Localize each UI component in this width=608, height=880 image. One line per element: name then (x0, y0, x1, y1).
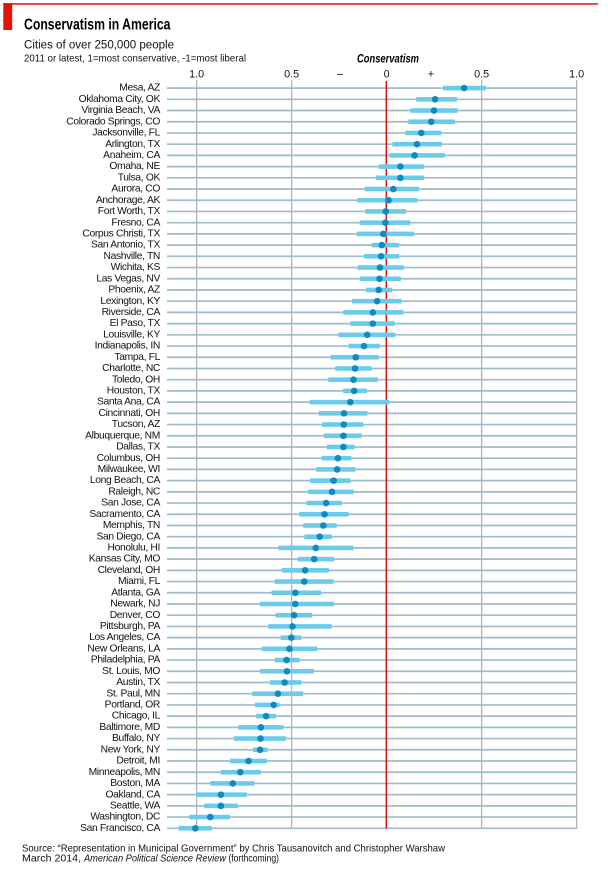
svg-text:Source: “Representation in Mun: Source: “Representation in Municipal Gov… (22, 844, 446, 855)
svg-text:Austin, TX: Austin, TX (116, 677, 160, 688)
svg-text:Santa Ana, CA: Santa Ana, CA (97, 397, 160, 408)
svg-text:Pittsburgh, PA: Pittsburgh, PA (100, 621, 161, 632)
svg-text:March 2014, American Political: March 2014, American Political Science R… (22, 853, 279, 864)
svg-text:Kansas City, MO: Kansas City, MO (89, 554, 161, 565)
svg-text:Omaha, NE: Omaha, NE (109, 161, 160, 172)
svg-text:Baltimore, MD: Baltimore, MD (99, 722, 160, 733)
svg-text:Memphis, TN: Memphis, TN (103, 520, 160, 531)
svg-text:Cleveland, OH: Cleveland, OH (98, 565, 160, 576)
svg-text:+: + (428, 69, 434, 81)
svg-text:Corpus Christi, TX: Corpus Christi, TX (82, 228, 160, 239)
svg-text:Fort Worth, TX: Fort Worth, TX (98, 206, 161, 217)
svg-text:Tulsa, OK: Tulsa, OK (118, 172, 161, 183)
svg-text:–: – (337, 69, 344, 81)
svg-text:Conservatism in America: Conservatism in America (24, 17, 171, 34)
svg-text:Detroit, MI: Detroit, MI (116, 756, 160, 767)
svg-text:Cincinnati, OH: Cincinnati, OH (99, 408, 160, 419)
svg-text:Fresno, CA: Fresno, CA (111, 217, 160, 228)
svg-text:2011 or latest, 1=most conserv: 2011 or latest, 1=most conservative, -1=… (24, 53, 246, 65)
svg-text:New Orleans, LA: New Orleans, LA (87, 643, 160, 654)
svg-text:Tampa, FL: Tampa, FL (115, 352, 161, 363)
svg-text:Los Angeles, CA: Los Angeles, CA (89, 632, 160, 643)
svg-text:Tucson, AZ: Tucson, AZ (112, 419, 160, 430)
svg-text:Colorado Springs, CO: Colorado Springs, CO (66, 116, 160, 127)
svg-text:Oakland, CA: Oakland, CA (105, 789, 160, 800)
svg-text:Atlanta, GA: Atlanta, GA (111, 587, 160, 598)
svg-text:Miami, FL: Miami, FL (118, 576, 161, 587)
svg-text:Minneapolis, MN: Minneapolis, MN (89, 767, 160, 778)
svg-text:0.5: 0.5 (474, 69, 489, 81)
svg-text:Portland, OR: Portland, OR (105, 700, 160, 711)
svg-text:Nashville, TN: Nashville, TN (104, 251, 161, 262)
svg-text:Denver, CO: Denver, CO (110, 610, 161, 621)
svg-text:Jacksonville, FL: Jacksonville, FL (92, 128, 160, 139)
svg-text:Riverside, CA: Riverside, CA (102, 307, 161, 318)
svg-text:El Paso, TX: El Paso, TX (110, 318, 161, 329)
svg-text:Columbus, OH: Columbus, OH (97, 453, 160, 464)
svg-text:Chicago, IL: Chicago, IL (112, 711, 161, 722)
svg-text:Buffalo, NY: Buffalo, NY (112, 733, 161, 744)
svg-text:Sacramento, CA: Sacramento, CA (89, 509, 160, 520)
svg-text:San Diego, CA: San Diego, CA (96, 531, 160, 542)
svg-text:Wichita, KS: Wichita, KS (111, 262, 161, 273)
svg-text:Indianapolis, IN: Indianapolis, IN (95, 341, 160, 352)
svg-text:Seattle, WA: Seattle, WA (110, 800, 161, 811)
svg-text:Anaheim, CA: Anaheim, CA (103, 150, 160, 161)
svg-text:San Jose, CA: San Jose, CA (101, 498, 160, 509)
svg-text:Dallas, TX: Dallas, TX (116, 442, 160, 453)
svg-text:Milwaukee, WI: Milwaukee, WI (98, 464, 160, 475)
svg-text:Long Beach, CA: Long Beach, CA (90, 475, 161, 486)
svg-text:New York, NY: New York, NY (101, 744, 161, 755)
svg-text:Anchorage, AK: Anchorage, AK (96, 195, 161, 206)
svg-text:Philadelphia, PA: Philadelphia, PA (91, 655, 161, 666)
svg-text:Raleigh, NC: Raleigh, NC (108, 486, 161, 497)
svg-text:Albuquerque, NM: Albuquerque, NM (85, 430, 160, 441)
svg-text:0: 0 (384, 69, 390, 81)
svg-text:0.5: 0.5 (284, 69, 299, 81)
svg-text:Oklahoma City, OK: Oklahoma City, OK (79, 94, 161, 105)
svg-text:Boston, MA: Boston, MA (110, 778, 160, 789)
svg-text:Las Vegas, NV: Las Vegas, NV (96, 273, 160, 284)
svg-text:Lexington, KY: Lexington, KY (100, 296, 160, 307)
svg-text:1.0: 1.0 (569, 69, 584, 81)
svg-text:Charlotte, NC: Charlotte, NC (102, 363, 161, 374)
svg-text:Mesa, AZ: Mesa, AZ (119, 83, 160, 94)
svg-text:Houston, TX: Houston, TX (107, 386, 161, 397)
svg-text:Phoenix, AZ: Phoenix, AZ (108, 285, 160, 296)
svg-text:Arlington, TX: Arlington, TX (105, 139, 160, 150)
svg-text:Louisville, KY: Louisville, KY (103, 329, 160, 340)
svg-text:Newark, NJ: Newark, NJ (110, 599, 160, 610)
svg-text:San Francisco, CA: San Francisco, CA (80, 823, 160, 834)
svg-text:Washington, DC: Washington, DC (90, 812, 161, 823)
svg-text:St. Louis, MO: St. Louis, MO (102, 666, 160, 677)
svg-text:Honolulu, HI: Honolulu, HI (108, 543, 160, 554)
svg-text:San Antonio, TX: San Antonio, TX (91, 240, 160, 251)
svg-text:Toledo, OH: Toledo, OH (112, 374, 160, 385)
svg-text:St. Paul, MN: St. Paul, MN (106, 688, 160, 699)
svg-text:Aurora, CO: Aurora, CO (111, 184, 160, 195)
svg-text:Cities of over 250,000 people: Cities of over 250,000 people (24, 38, 174, 52)
svg-text:1.0: 1.0 (189, 69, 204, 81)
svg-text:Virginia Beach, VA: Virginia Beach, VA (81, 105, 160, 116)
svg-text:Conservatism: Conservatism (357, 52, 419, 66)
